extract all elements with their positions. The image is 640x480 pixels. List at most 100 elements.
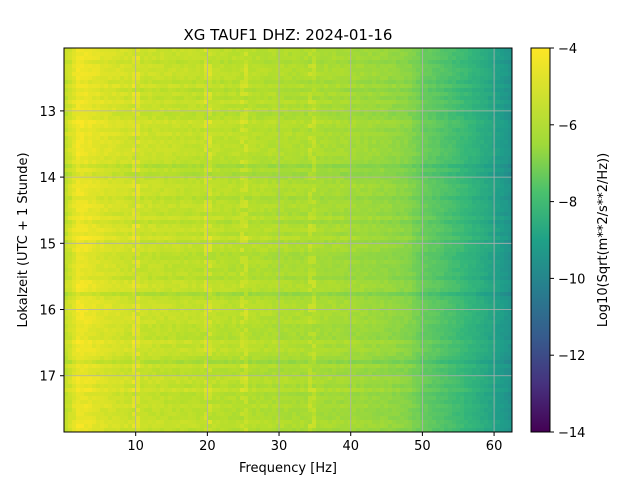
- heatmap-cell: [320, 152, 325, 157]
- heatmap-cell: [232, 108, 237, 113]
- heatmap-cell: [280, 112, 285, 117]
- heatmap-cell: [120, 120, 125, 125]
- heatmap-cell: [468, 144, 473, 149]
- heatmap-cell: [108, 96, 113, 101]
- heatmap-cell: [208, 208, 213, 213]
- heatmap-cell: [376, 180, 381, 185]
- heatmap-cell: [508, 88, 512, 93]
- heatmap-cell: [296, 68, 301, 73]
- heatmap-cell: [128, 52, 133, 57]
- heatmap-cell: [460, 144, 465, 149]
- heatmap-cell: [140, 128, 145, 133]
- heatmap-cell: [444, 180, 449, 185]
- heatmap-cell: [424, 76, 429, 81]
- heatmap-cell: [228, 64, 233, 69]
- heatmap-cell: [180, 72, 185, 77]
- heatmap-cell: [88, 164, 93, 169]
- heatmap-cell: [296, 156, 301, 161]
- heatmap-cell: [500, 56, 505, 61]
- heatmap-cell: [344, 184, 349, 189]
- heatmap-cell: [508, 184, 512, 189]
- heatmap-cell: [332, 104, 337, 109]
- heatmap-cell: [320, 88, 325, 93]
- heatmap-cell: [432, 120, 437, 125]
- heatmap-cell: [184, 160, 189, 165]
- heatmap-cell: [304, 68, 309, 73]
- heatmap-cell: [504, 84, 509, 89]
- heatmap-cell: [448, 144, 453, 149]
- heatmap-cell: [196, 56, 201, 61]
- heatmap-cell: [380, 116, 385, 121]
- heatmap-cell: [504, 132, 509, 137]
- heatmap-cell: [328, 200, 333, 205]
- heatmap-cell: [452, 128, 457, 133]
- heatmap-cell: [396, 172, 401, 177]
- heatmap-cell: [180, 76, 185, 81]
- heatmap-cell: [408, 96, 413, 101]
- heatmap-cell: [112, 168, 117, 173]
- heatmap-cell: [164, 112, 169, 117]
- heatmap-cell: [116, 156, 121, 161]
- heatmap-cell: [180, 96, 185, 101]
- heatmap-cell: [220, 56, 225, 61]
- heatmap-cell: [144, 196, 149, 201]
- heatmap-cell: [452, 152, 457, 157]
- heatmap-cell: [364, 132, 369, 137]
- heatmap-cell: [160, 168, 165, 173]
- heatmap-cell: [264, 84, 269, 89]
- heatmap-cell: [412, 64, 417, 69]
- heatmap-cell: [192, 60, 197, 65]
- heatmap-cell: [504, 208, 509, 213]
- heatmap-cell: [216, 148, 221, 153]
- heatmap-cell: [140, 144, 145, 149]
- heatmap-cell: [384, 124, 389, 129]
- heatmap-cell: [216, 56, 221, 61]
- heatmap-cell: [452, 108, 457, 113]
- heatmap-cell: [472, 136, 477, 141]
- heatmap-cell: [360, 200, 365, 205]
- heatmap-cell: [132, 160, 137, 165]
- heatmap-cell: [188, 96, 193, 101]
- heatmap-cell: [424, 176, 429, 181]
- heatmap-cell: [384, 128, 389, 133]
- heatmap-cell: [468, 104, 473, 109]
- heatmap-cell: [296, 52, 301, 57]
- heatmap-cell: [160, 76, 165, 81]
- heatmap-cell: [252, 68, 257, 73]
- heatmap-cell: [460, 192, 465, 197]
- heatmap-cell: [432, 56, 437, 61]
- heatmap-cell: [216, 208, 221, 213]
- heatmap-cell: [160, 124, 165, 129]
- heatmap-cell: [336, 84, 341, 89]
- heatmap-cell: [316, 84, 321, 89]
- heatmap-cell: [368, 52, 373, 57]
- heatmap-cell: [352, 128, 357, 133]
- heatmap-cell: [300, 128, 305, 133]
- heatmap-cell: [280, 96, 285, 101]
- heatmap-cell: [488, 76, 493, 81]
- heatmap-cell: [116, 164, 121, 169]
- heatmap-cell: [252, 192, 257, 197]
- heatmap-cell: [212, 120, 217, 125]
- heatmap-cell: [288, 64, 293, 69]
- heatmap-cell: [416, 52, 421, 57]
- heatmap-cell: [172, 92, 177, 97]
- heatmap-cell: [88, 152, 93, 157]
- heatmap-cell: [384, 108, 389, 113]
- heatmap-cell: [88, 80, 93, 85]
- heatmap-cell: [400, 76, 405, 81]
- heatmap-cell: [176, 184, 181, 189]
- heatmap-cell: [436, 140, 441, 145]
- heatmap-cell: [408, 152, 413, 157]
- heatmap-cell: [392, 168, 397, 173]
- heatmap-cell: [452, 144, 457, 149]
- heatmap-cell: [100, 204, 105, 209]
- heatmap-cell: [136, 52, 141, 57]
- heatmap-cell: [344, 60, 349, 65]
- heatmap-cell: [160, 160, 165, 165]
- heatmap-cell: [64, 212, 69, 217]
- heatmap-cell: [448, 200, 453, 205]
- heatmap-cell: [120, 180, 125, 185]
- heatmap-cell: [288, 152, 293, 157]
- heatmap-cell: [204, 124, 209, 129]
